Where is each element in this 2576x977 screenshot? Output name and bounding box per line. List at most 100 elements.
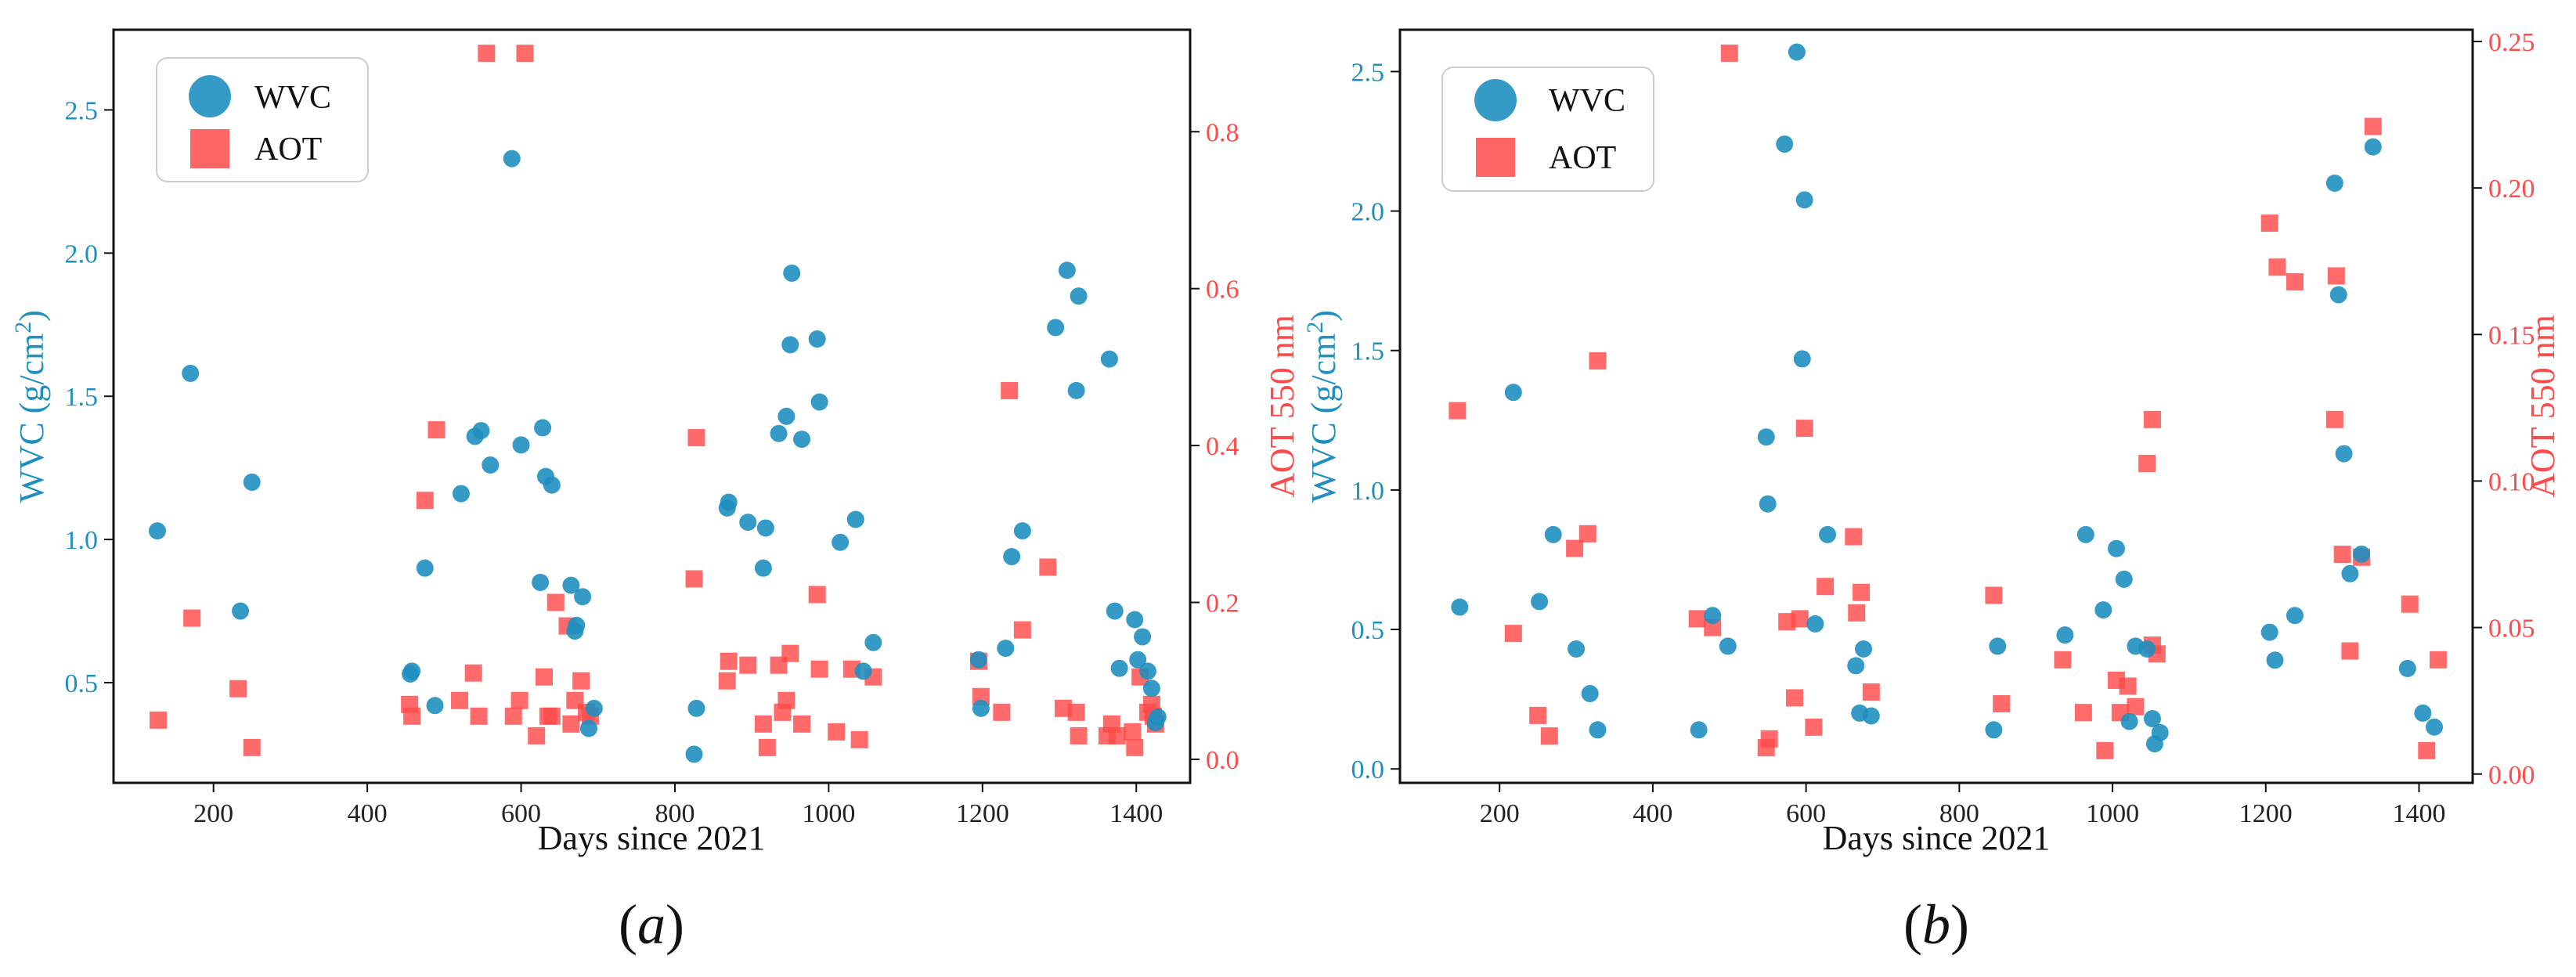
y-right-tick-label: 0.05 (2488, 615, 2535, 644)
aot-point (1504, 625, 1522, 643)
wvc-point (1795, 191, 1813, 209)
aot-point (1778, 613, 1796, 631)
x-tick-label: 1200 (2239, 799, 2293, 828)
aot-point (1449, 402, 1467, 420)
y-right-tick-label: 0.15 (2488, 321, 2535, 350)
aot-point (1589, 352, 1607, 370)
y-right-ticks-b: 0.00 0.05 0.10 0.15 0.20 0.25 (2473, 28, 2535, 790)
wvc-point (1862, 707, 1880, 725)
aot-point (793, 715, 811, 733)
y-left-tick-label: 1.0 (1351, 477, 1385, 506)
y-right-tick-label: 0.2 (1206, 589, 1239, 618)
wvc-point (2329, 286, 2347, 304)
wvc-point (472, 422, 490, 440)
wvc-point (685, 745, 703, 763)
wvc-point (1568, 640, 1586, 658)
aot-point (685, 570, 703, 588)
wvc-point (482, 456, 500, 474)
x-tick-label: 400 (1633, 799, 1672, 828)
wvc-points-b (1451, 43, 2444, 753)
aot-point (1853, 583, 1871, 601)
aot-point (828, 723, 846, 741)
aot-point (2341, 642, 2359, 660)
y-left-tick-label: 1.5 (65, 383, 99, 412)
y-left-title-main-a: WVC (g/cm (13, 333, 51, 503)
y-right-tick-label: 0.8 (1206, 118, 1239, 147)
wvc-point (579, 719, 597, 737)
wvc-point (416, 559, 434, 577)
wvc-point (1704, 607, 1722, 625)
wvc-point (562, 576, 580, 594)
wvc-point (1806, 615, 1824, 633)
aot-point (1785, 689, 1803, 707)
aot-point (2401, 595, 2419, 613)
legend-aot-marker-a (190, 129, 229, 168)
wvc-point (781, 336, 799, 354)
x-tick-label: 1400 (1109, 799, 1163, 828)
aot-point (1791, 610, 1809, 628)
y-left-axis-title-a: WVC (g/cm2) (10, 310, 51, 503)
x-tick-label: 800 (655, 799, 695, 828)
x-tick-label: 600 (501, 799, 541, 828)
legend-aot-marker-b (1476, 138, 1515, 177)
wvc-point (1589, 721, 1607, 739)
wvc-point (2076, 525, 2094, 543)
aot-point (243, 738, 261, 756)
legend-aot-label-b: AOT (1549, 140, 1616, 176)
wvc-point (148, 522, 166, 540)
wvc-point (1126, 611, 1144, 629)
wvc-point (972, 699, 990, 717)
wvc-point (1985, 721, 2003, 739)
aot-point (1126, 738, 1144, 756)
y-left-tick-label: 0.5 (1351, 616, 1385, 645)
wvc-point (2120, 712, 2138, 730)
wvc-point (1788, 43, 1806, 61)
wvc-point (532, 573, 550, 591)
aot-point (562, 715, 580, 733)
y-right-tick-label: 0.20 (2488, 175, 2535, 204)
y-left-tick-label: 2.5 (65, 96, 99, 125)
aot-point (2268, 258, 2286, 276)
y-left-title-sup-a: 2 (10, 322, 36, 333)
aot-point (504, 707, 522, 725)
wvc-point (2398, 659, 2416, 677)
y-left-title-close-a: ) (13, 310, 51, 322)
wvc-point (770, 424, 788, 442)
y-left-ticks-a: 0.5 1.0 1.5 2.0 2.5 (65, 96, 114, 698)
aot-point (2364, 117, 2382, 135)
wvc-point (1070, 287, 1088, 305)
aot-point (1848, 604, 1866, 622)
wvc-point (574, 588, 592, 606)
wvc-point (503, 150, 521, 168)
aot-point (1817, 578, 1835, 596)
x-tick-label: 200 (1480, 799, 1520, 828)
wvc-point (720, 493, 738, 511)
wvc-point (1129, 651, 1147, 669)
wvc-point (426, 697, 444, 715)
aot-point (511, 691, 529, 709)
aot-point (2325, 410, 2343, 428)
y-right-axis-title-b: AOT 550 nm (2524, 315, 2562, 498)
wvc-point (1776, 135, 1794, 153)
wvc-point (1719, 637, 1737, 655)
plot-area-b (1398, 28, 2474, 784)
wvc-point (1134, 628, 1152, 646)
wvc-point (832, 533, 850, 551)
aot-point (2429, 651, 2447, 669)
aot-point (547, 593, 565, 611)
wvc-point (1819, 525, 1837, 543)
aot-point (2074, 704, 2092, 722)
aot-point (720, 652, 738, 670)
y-right-tick-label: 0.25 (2488, 28, 2535, 57)
aot-point (528, 726, 546, 744)
x-tick-label: 600 (1786, 799, 1826, 828)
wvc-point (585, 699, 603, 717)
aot-point (1688, 610, 1706, 628)
wvc-point (2353, 545, 2371, 563)
wvc-point (2335, 445, 2353, 463)
legend-wvc-label-a: WVC (254, 80, 331, 116)
wvc-point (969, 651, 987, 669)
wvc-point (1544, 525, 1562, 543)
wvc-point (1013, 522, 1031, 540)
wvc-point (783, 264, 801, 282)
